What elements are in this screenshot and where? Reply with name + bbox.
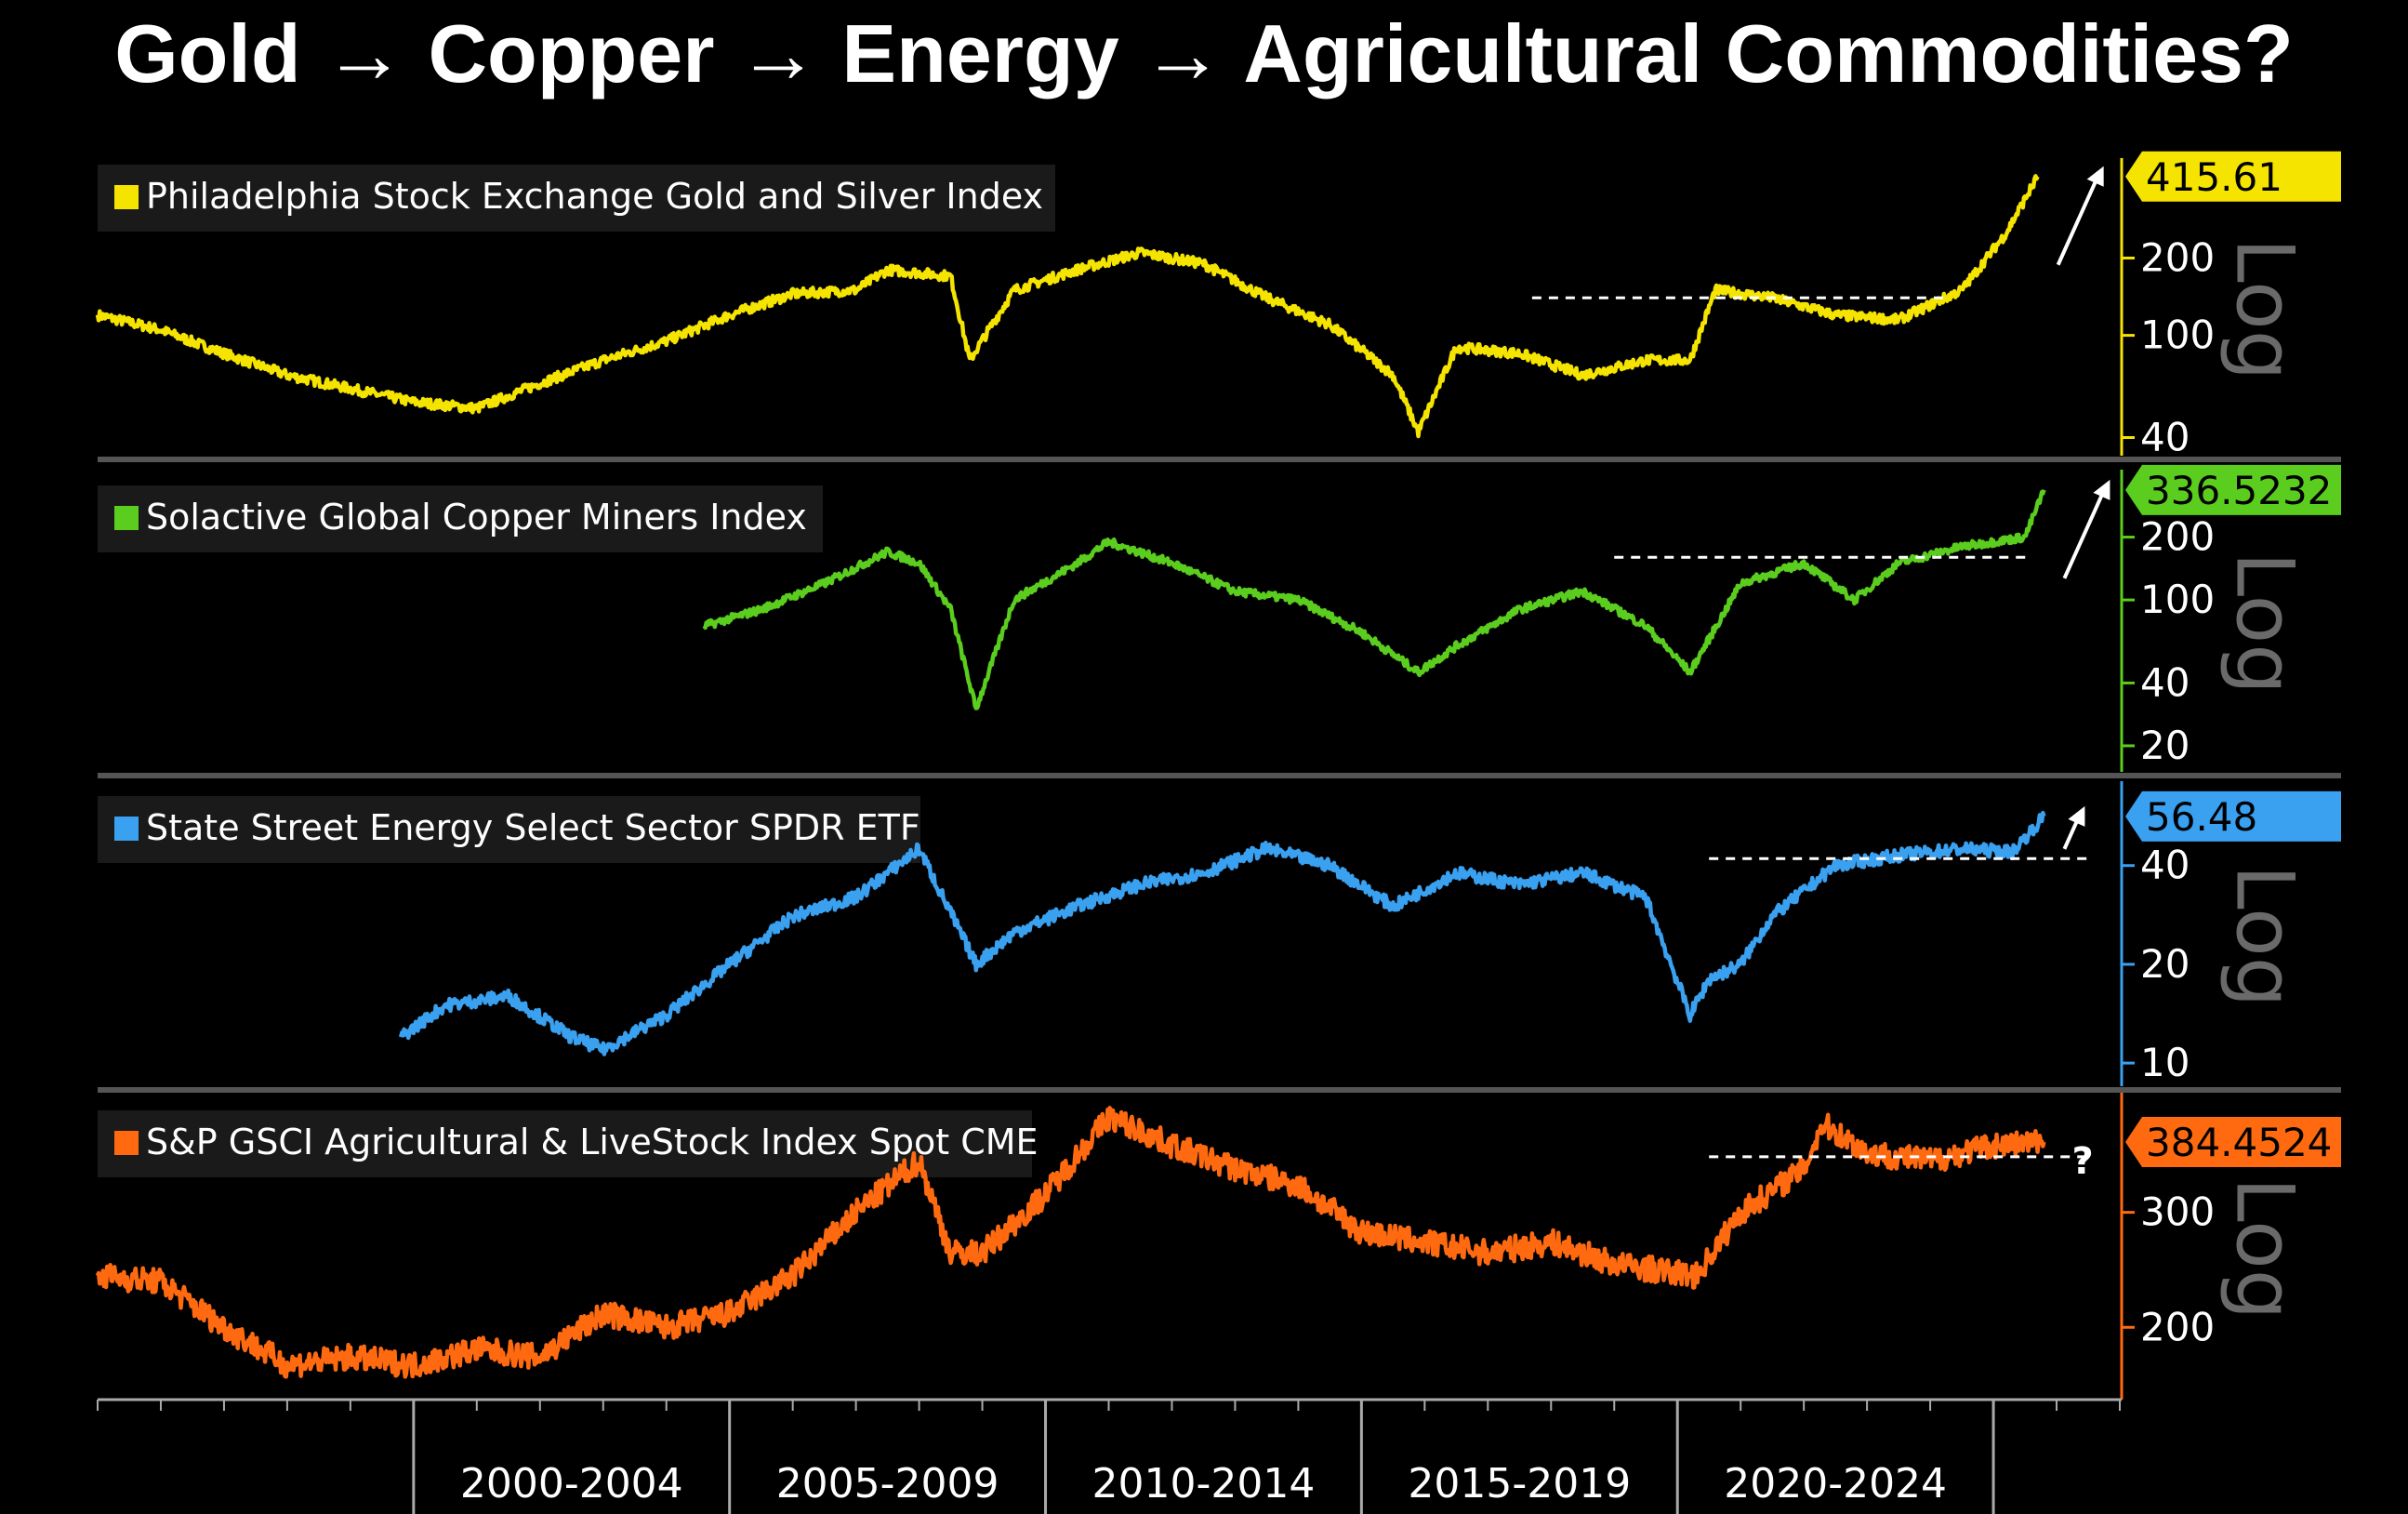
- series-line: [702, 489, 2046, 711]
- legend-label: S&P GSCI Agricultural & LiveStock Index …: [146, 1122, 1039, 1162]
- y-tick-label: 100: [2140, 577, 2215, 622]
- series-line: [399, 810, 2046, 1056]
- x-period-label: 2000-2004: [460, 1460, 683, 1507]
- last-value-label: 415.61: [2146, 154, 2282, 200]
- x-period-label: 2015-2019: [1408, 1460, 1631, 1507]
- y-tick-label: 40: [2140, 415, 2190, 460]
- legend-swatch: [114, 506, 139, 530]
- log-scale-label: Log: [2218, 238, 2311, 381]
- legend-box: [98, 485, 823, 552]
- last-value-label: 384.4524: [2146, 1120, 2332, 1165]
- y-tick-label: 200: [2140, 1304, 2215, 1349]
- y-tick-label: 300: [2140, 1189, 2215, 1235]
- legend-label: Philadelphia Stock Exchange Gold and Sil…: [146, 176, 1043, 217]
- x-period-label: 2005-2009: [776, 1460, 999, 1507]
- y-tick-label: 200: [2140, 234, 2215, 280]
- legend-box: [98, 1110, 1032, 1177]
- log-scale-label: Log: [2218, 865, 2311, 1008]
- y-tick-label: 20: [2140, 941, 2190, 987]
- trend-arrow-icon: [2056, 166, 2104, 266]
- last-value-badge: [2125, 464, 2341, 515]
- panel-2: Log 20 40 100 200 Solactive Global Copper Min…: [98, 464, 2341, 778]
- trend-arrow-icon: [2062, 805, 2085, 850]
- legend-swatch: [114, 185, 139, 209]
- legend-swatch: [114, 1131, 139, 1155]
- x-period-label: 2010-2014: [1092, 1460, 1316, 1507]
- legend-box: [98, 796, 920, 863]
- last-value-badge: [2125, 790, 2341, 842]
- last-value-label: 56.48: [2146, 794, 2257, 840]
- legend-box: [98, 165, 1055, 232]
- chart-title: Gold → Copper → Energy → Agricultural Co…: [114, 7, 2294, 100]
- panel-3: Log 10 20 40 State Street Energy Select Sect…: [98, 781, 2341, 1093]
- legend-swatch: [114, 817, 139, 841]
- y-tick-label: 100: [2140, 312, 2215, 358]
- trend-arrow-icon: [2062, 479, 2110, 579]
- y-tick-label: 20: [2140, 723, 2190, 768]
- series-line: [95, 1106, 2046, 1379]
- y-tick-label: 200: [2140, 514, 2215, 560]
- x-period-label: 2020-2024: [1724, 1460, 1947, 1507]
- question-mark-annotation: ?: [2071, 1140, 2093, 1183]
- series-line: [95, 174, 2040, 439]
- legend-label: Solactive Global Copper Miners Index: [146, 497, 807, 538]
- log-scale-label: Log: [2218, 551, 2311, 695]
- log-scale-label: Log: [2218, 1177, 2311, 1321]
- y-tick-label: 10: [2140, 1040, 2190, 1085]
- legend-label: State Street Energy Select Sector SPDR E…: [146, 807, 920, 848]
- last-value-badge: [2125, 151, 2341, 202]
- last-value-badge: [2125, 1117, 2341, 1168]
- last-value-label: 336.5232: [2146, 468, 2332, 513]
- y-tick-label: 40: [2140, 659, 2190, 705]
- panel-1: Log 40 100 200 Philadelphia Stock Exchange G…: [95, 151, 2341, 462]
- y-tick-label: 40: [2140, 843, 2190, 888]
